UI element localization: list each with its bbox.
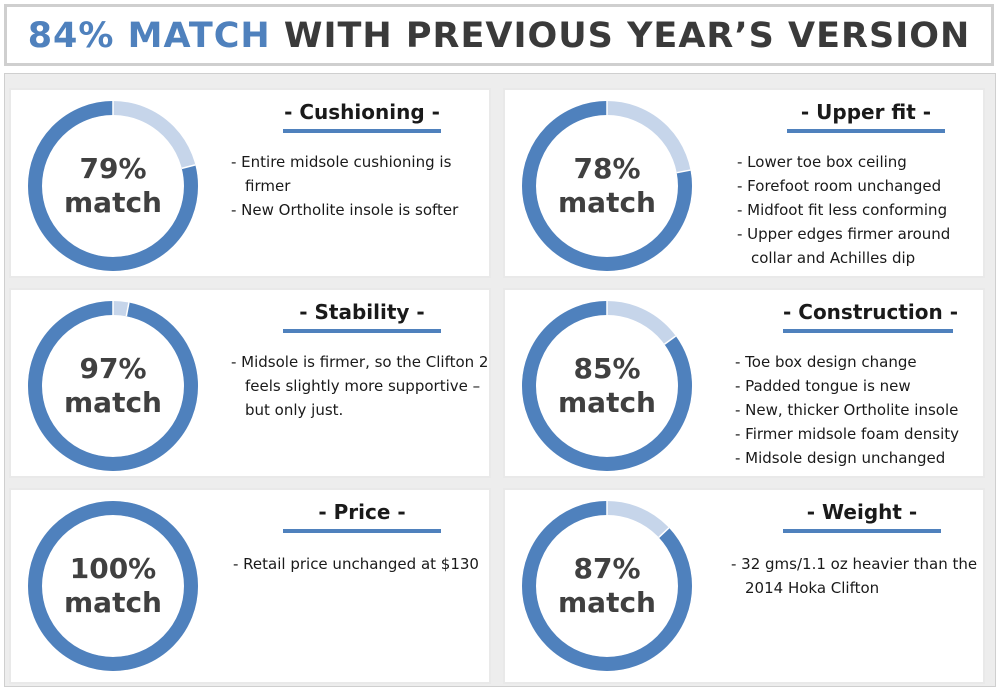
card-heading: - Stability - (283, 300, 441, 333)
donut-label: 100% match (21, 494, 205, 678)
donut-chart-price (28, 501, 198, 671)
donut-slice-separator (181, 164, 196, 170)
bullet-item: - New Ortholite insole is softer (231, 201, 459, 219)
bullet-list: - Lower toe box ceiling - Forefoot room … (737, 150, 983, 270)
title-accent: 84% MATCH (27, 16, 271, 56)
match-percent: 100% (69, 552, 157, 585)
card-weight: 87% match - Weight - - 32 gms/1.1 oz hea… (503, 488, 985, 684)
match-word: match (64, 586, 162, 619)
title-rest: WITH PREVIOUS YEAR’S VERSION (283, 16, 971, 56)
donut-slice-separator (658, 527, 670, 538)
donut-chart-stability (28, 301, 198, 471)
match-percent: 78% (573, 152, 641, 185)
bullet-item: - Lower toe box ceiling (737, 153, 907, 171)
bullet-list: - Toe box design change - Padded tongue … (735, 350, 985, 470)
match-percent: 97% (79, 352, 147, 385)
bullet-list: - Midsole is firmer, so the Clifton 2 fe… (231, 350, 489, 422)
donut-match-slice (28, 501, 198, 671)
donut-chart-upper-fit (522, 101, 692, 271)
bullet-list: - Entire midsole cushioning is firmer - … (231, 150, 489, 222)
match-word: match (558, 186, 656, 219)
page-title: 84% MATCH WITH PREVIOUS YEAR’S VERSION (4, 4, 994, 66)
match-percent: 79% (79, 152, 147, 185)
card-price: 100% match - Price - - Retail price unch… (9, 488, 491, 684)
bullet-list: - 32 gms/1.1 oz heavier than the 2014 Ho… (731, 552, 981, 600)
card-stability: 97% match - Stability - - Midsole is fir… (9, 288, 491, 478)
comparison-grid: 79% match - Cushioning - - Entire midsol… (4, 73, 996, 687)
card-heading: - Upper fit - (787, 100, 945, 133)
donut-chart-cushioning (28, 101, 198, 271)
bullet-item: - Forefoot room unchanged (737, 177, 942, 195)
bullet-item: - Upper edges firmer around collar and A… (737, 225, 951, 267)
match-percent: 85% (573, 352, 641, 385)
bullet-list: - Retail price unchanged at $130 (233, 552, 491, 576)
bullet-item: - Entire midsole cushioning is firmer (231, 153, 452, 195)
donut-slice-separator (676, 169, 691, 174)
match-word: match (64, 386, 162, 419)
donut-label: 87% match (515, 494, 699, 678)
match-word: match (64, 186, 162, 219)
bullet-item: - Midsole design unchanged (735, 449, 946, 467)
bullet-item: - Firmer midsole foam density (735, 425, 960, 443)
bullet-item: - Midfoot fit less conforming (737, 201, 948, 219)
donut-label: 79% match (21, 94, 205, 278)
card-upper-fit: 78% match - Upper fit - - Lower toe box … (503, 88, 985, 278)
donut-chart-construction (522, 301, 692, 471)
match-percent: 87% (573, 552, 641, 585)
bullet-item: - Retail price unchanged at $130 (233, 555, 479, 573)
donut-chart-weight (522, 501, 692, 671)
bullet-item: - New, thicker Ortholite insole (735, 401, 959, 419)
match-word: match (558, 386, 656, 419)
bullet-item: - Toe box design change (735, 353, 917, 371)
donut-slice-separator (125, 302, 130, 317)
card-heading: - Price - (283, 500, 441, 533)
card-heading: - Construction - (783, 300, 958, 333)
bullet-item: - Padded tongue is new (735, 377, 911, 395)
donut-label: 78% match (515, 94, 699, 278)
card-construction: 85% match - Construction - - Toe box des… (503, 288, 985, 478)
card-heading: - Weight - (783, 500, 941, 533)
match-word: match (558, 586, 656, 619)
donut-label: 85% match (515, 294, 699, 478)
card-heading: - Cushioning - (283, 100, 441, 133)
donut-slice-separator (663, 335, 677, 345)
donut-label: 97% match (21, 294, 205, 478)
bullet-item: - Midsole is firmer, so the Clifton 2 fe… (231, 353, 489, 419)
bullet-item: - 32 gms/1.1 oz heavier than the 2014 Ho… (731, 555, 978, 597)
card-cushioning: 79% match - Cushioning - - Entire midsol… (9, 88, 491, 278)
